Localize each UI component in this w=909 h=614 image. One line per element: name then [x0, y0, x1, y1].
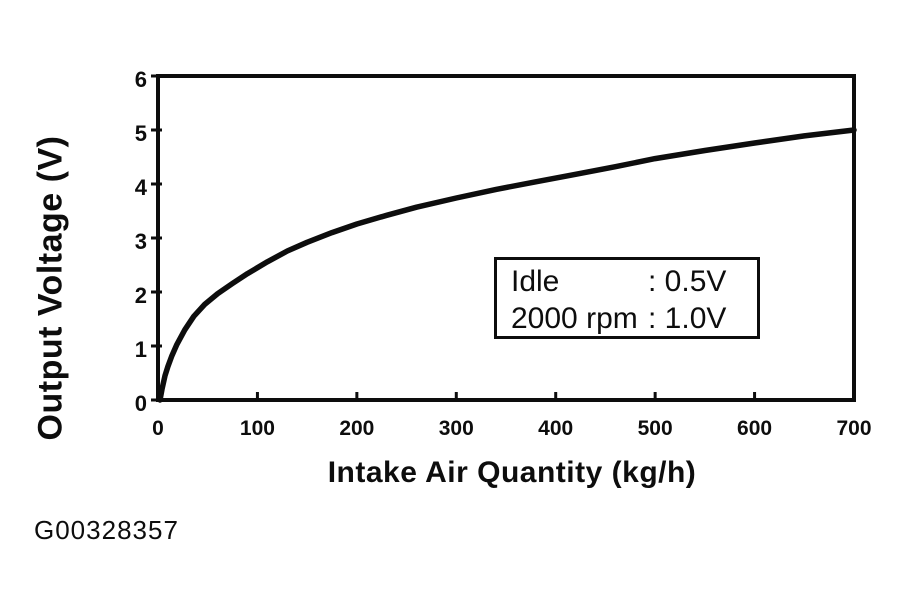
x-tick-label: 400 [538, 417, 574, 440]
y-tick-label: 3 [134, 229, 147, 254]
plot-frame [156, 74, 856, 402]
annotation-box: Idle : 0.5V 2000 rpm : 1.0V [494, 257, 760, 339]
x-axis-title: Intake Air Quantity (kg/h) [327, 456, 697, 489]
annotation-row-idle: Idle : 0.5V [511, 263, 749, 300]
x-tick-label: 600 [737, 417, 773, 440]
annotation-row-2000rpm: 2000 rpm : 1.0V [511, 300, 749, 337]
x-tick-label: 0 [152, 417, 164, 440]
x-tick-label: 300 [438, 417, 474, 440]
figure-id: G00328357 [34, 515, 179, 545]
sensor-curve [157, 127, 857, 403]
x-tick-label: 700 [836, 417, 872, 440]
y-tick-label: 2 [134, 283, 147, 308]
y-tick-label: 4 [134, 175, 147, 200]
x-tick-label: 500 [637, 417, 673, 440]
x-tick-label: 200 [339, 417, 375, 440]
annotation-value-idle: : 0.5V [648, 265, 727, 298]
y-tick-label: 1 [134, 337, 147, 362]
y-tick-label: 5 [134, 121, 147, 146]
y-tick-label: 0 [134, 391, 147, 416]
annotation-label-idle: Idle [511, 265, 560, 298]
y-axis-title: Output Voltage (V) [31, 135, 70, 441]
y-tick-label: 6 [134, 67, 147, 92]
annotation-value-2000rpm: : 1.0V [648, 302, 727, 335]
x-tick-label: 100 [239, 417, 275, 440]
annotation-label-2000rpm: 2000 rpm [511, 302, 638, 335]
